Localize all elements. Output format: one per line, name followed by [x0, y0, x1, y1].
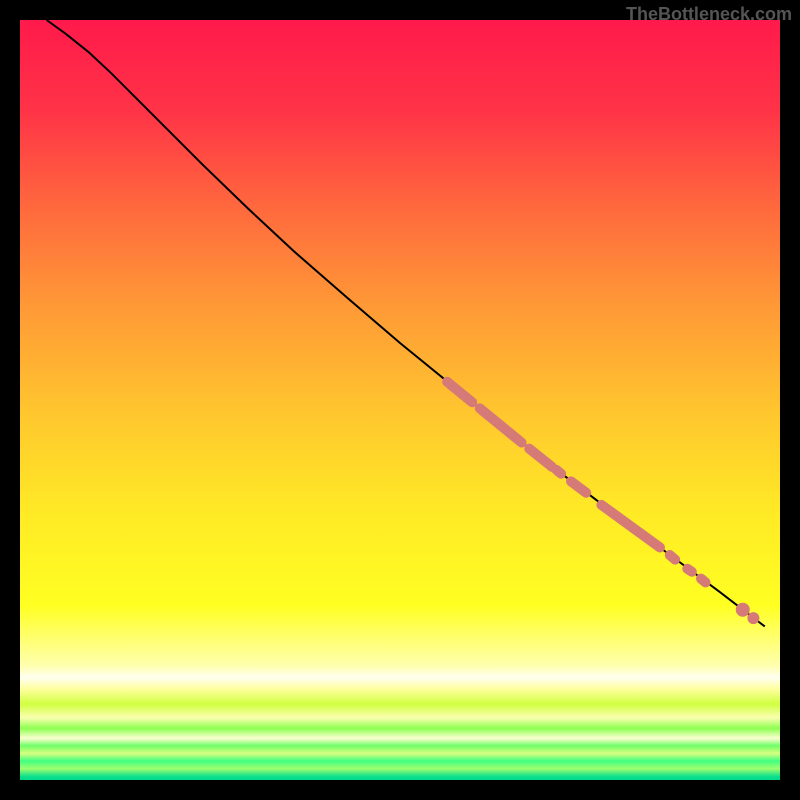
plot-background [20, 20, 780, 780]
plot-svg [0, 0, 800, 800]
marker-segment [557, 470, 562, 474]
marker-segment [701, 579, 706, 583]
chart-viewport: TheBottleneck.com [0, 0, 800, 800]
watermark-label: TheBottleneck.com [626, 4, 792, 25]
marker-dot [747, 612, 759, 624]
marker-segment [670, 555, 675, 560]
marker-segment [687, 569, 692, 572]
marker-dot [736, 603, 750, 617]
